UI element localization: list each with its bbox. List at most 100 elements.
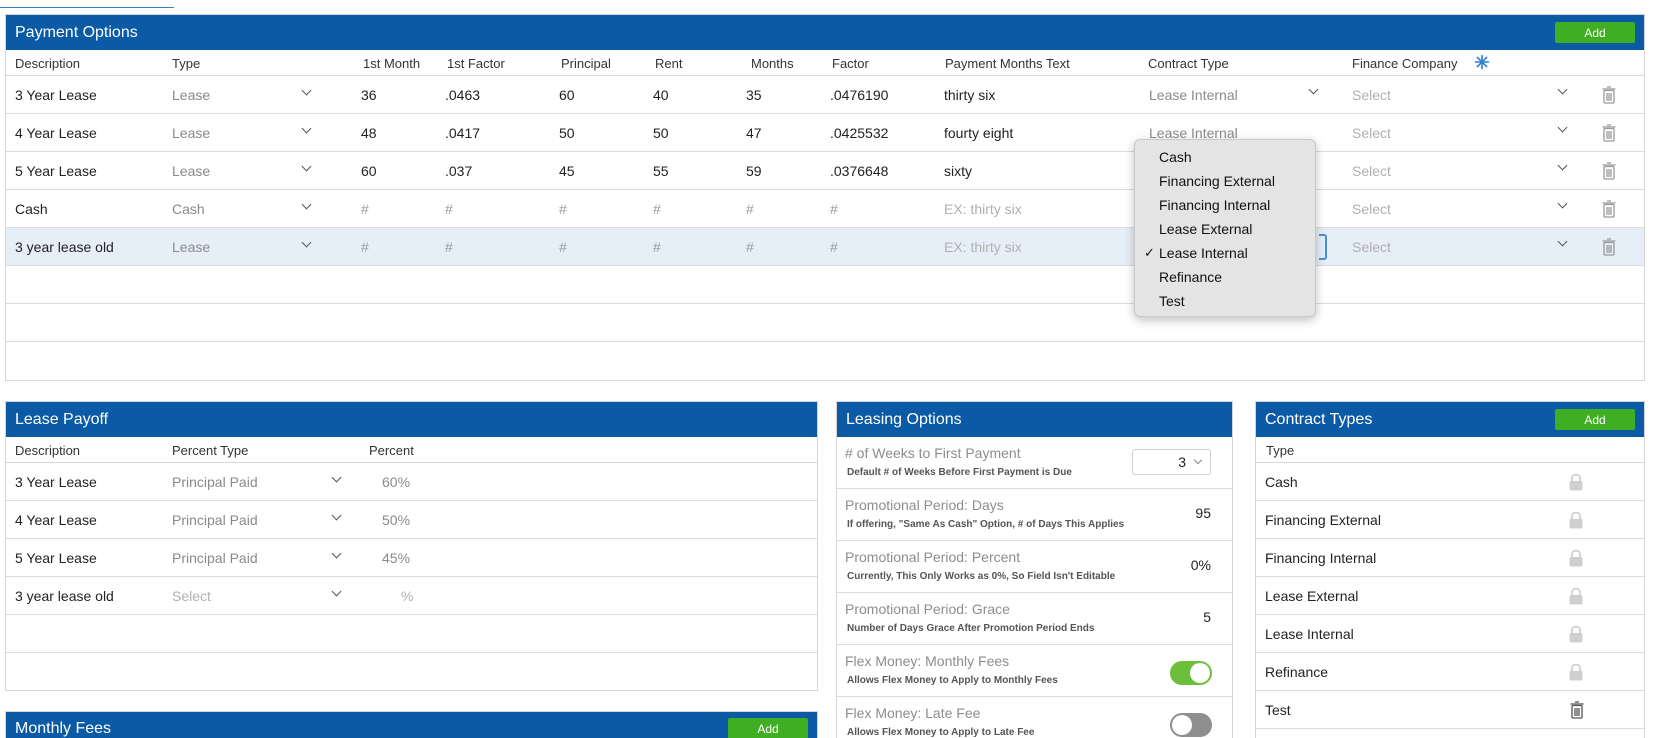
percent-type-select[interactable]: Principal Paid <box>172 474 258 490</box>
table-row[interactable]: 5 Year Lease Principal Paid 45% <box>6 539 817 577</box>
months-cell[interactable]: 35 <box>746 87 762 103</box>
first-month-cell[interactable]: 48 <box>361 125 377 141</box>
table-row[interactable]: 5 Year Lease Lease 60 .037 45 55 59 .037… <box>6 152 1644 190</box>
trash-icon[interactable] <box>1602 200 1616 218</box>
dropdown-option-lease-external[interactable]: Lease External <box>1135 217 1315 241</box>
column-header-factor[interactable]: Factor <box>832 56 869 71</box>
refresh-icon[interactable] <box>1474 54 1490 73</box>
column-header-type[interactable]: Type <box>1266 443 1295 458</box>
rent-input[interactable]: # <box>653 239 661 255</box>
dropdown-option-cash[interactable]: Cash <box>1135 145 1315 169</box>
chevron-down-icon[interactable] <box>301 161 312 172</box>
percent-type-select[interactable]: Principal Paid <box>172 512 258 528</box>
first-month-cell[interactable]: 36 <box>361 87 377 103</box>
chevron-down-icon[interactable] <box>1308 84 1319 95</box>
dropdown-option-test[interactable]: Test <box>1135 289 1315 313</box>
column-header-contract-type[interactable]: Contract Type <box>1148 56 1229 71</box>
weeks-to-first-payment-select[interactable]: 3 <box>1132 449 1211 475</box>
principal-cell[interactable]: 60 <box>559 87 575 103</box>
trash-icon[interactable] <box>1602 238 1616 256</box>
months-cell[interactable]: 47 <box>746 125 762 141</box>
months-text-input[interactable]: EX: thirty six <box>944 239 1022 255</box>
table-row[interactable]: 4 Year Lease Principal Paid 50% <box>6 501 817 539</box>
dropdown-option-financing-external[interactable]: Financing External <box>1135 169 1315 193</box>
chevron-down-icon[interactable] <box>331 586 342 597</box>
finance-company-select[interactable]: Select <box>1352 125 1391 141</box>
chevron-down-icon[interactable] <box>1557 160 1568 171</box>
flex-money-late-fee-toggle[interactable] <box>1170 713 1212 737</box>
principal-input[interactable]: # <box>559 239 567 255</box>
factor-input[interactable]: # <box>830 201 838 217</box>
factor-input[interactable]: # <box>830 239 838 255</box>
trash-icon[interactable] <box>1602 86 1616 104</box>
finance-company-select[interactable]: Select <box>1352 239 1391 255</box>
months-input[interactable]: # <box>746 239 754 255</box>
rent-cell[interactable]: 50 <box>653 125 669 141</box>
description-cell[interactable]: 4 Year Lease <box>15 512 97 528</box>
rent-cell[interactable]: 55 <box>653 163 669 179</box>
list-item[interactable]: Financing Internal <box>1256 539 1644 577</box>
trash-icon[interactable] <box>1570 701 1584 719</box>
months-input[interactable]: # <box>746 201 754 217</box>
list-item[interactable]: Lease External <box>1256 577 1644 615</box>
list-item[interactable]: Lease Internal <box>1256 615 1644 653</box>
first-month-input[interactable]: # <box>361 201 369 217</box>
table-row-selected[interactable]: 3 year lease old Lease # # # # # # EX: t… <box>6 228 1644 266</box>
finance-company-select[interactable]: Select <box>1352 163 1391 179</box>
contract-type-select[interactable]: Lease Internal <box>1149 87 1238 103</box>
column-header-first-factor[interactable]: 1st Factor <box>447 56 505 71</box>
type-select[interactable]: Lease <box>172 125 211 141</box>
column-header-months[interactable]: Months <box>751 56 794 71</box>
first-factor-cell[interactable]: .037 <box>445 163 473 179</box>
percent-input[interactable]: % <box>401 588 414 604</box>
type-select[interactable]: Lease <box>172 163 211 179</box>
contract-type-select-focus[interactable] <box>1319 234 1327 260</box>
chevron-down-icon[interactable] <box>331 548 342 559</box>
description-cell[interactable]: 5 Year Lease <box>15 550 97 566</box>
percent-type-select[interactable]: Select <box>172 588 211 604</box>
chevron-down-icon[interactable] <box>301 237 312 248</box>
list-item[interactable]: Cash <box>1256 463 1644 501</box>
description-cell[interactable]: 5 Year Lease <box>15 163 97 179</box>
type-select[interactable]: Lease <box>172 87 211 103</box>
description-cell[interactable]: Cash <box>15 201 48 217</box>
dropdown-option-refinance[interactable]: Refinance <box>1135 265 1315 289</box>
description-cell[interactable]: 3 year lease old <box>15 239 114 255</box>
first-month-cell[interactable]: 60 <box>361 163 377 179</box>
finance-company-select[interactable]: Select <box>1352 87 1391 103</box>
column-header-rent[interactable]: Rent <box>655 56 683 71</box>
chevron-down-icon[interactable] <box>301 85 312 96</box>
trash-icon[interactable] <box>1602 162 1616 180</box>
chevron-down-icon[interactable] <box>331 472 342 483</box>
factor-cell[interactable]: .0476190 <box>830 87 889 103</box>
months-text-input[interactable]: EX: thirty six <box>944 201 1022 217</box>
column-header-description[interactable]: Description <box>15 443 81 458</box>
dropdown-option-lease-internal[interactable]: ✓ Lease Internal <box>1135 241 1315 265</box>
percent-type-select[interactable]: Principal Paid <box>172 550 258 566</box>
percent-input[interactable]: 45% <box>382 550 411 566</box>
description-cell[interactable]: 3 year lease old <box>15 588 114 604</box>
first-month-input[interactable]: # <box>361 239 369 255</box>
chevron-down-icon[interactable] <box>301 199 312 210</box>
months-text-cell[interactable]: sixty <box>944 163 972 179</box>
table-row[interactable]: 4 Year Lease Lease 48 .0417 50 50 47 .04… <box>6 114 1644 152</box>
factor-cell[interactable]: .0376648 <box>830 163 889 179</box>
table-row[interactable]: 3 year lease old Select % <box>6 577 817 615</box>
chevron-down-icon[interactable] <box>1557 236 1568 247</box>
column-header-payment-months-text[interactable]: Payment Months Text <box>945 56 1070 71</box>
description-cell[interactable]: 3 Year Lease <box>15 87 97 103</box>
percent-input[interactable]: 60% <box>382 474 411 490</box>
promo-grace-input[interactable]: 5 <box>1203 609 1211 625</box>
chevron-down-icon[interactable] <box>301 123 312 134</box>
add-monthly-fee-button[interactable]: Add <box>728 718 808 738</box>
chevron-down-icon[interactable] <box>1557 84 1568 95</box>
add-contract-type-button[interactable]: Add <box>1555 409 1635 430</box>
type-select[interactable]: Lease <box>172 239 211 255</box>
flex-money-monthly-fees-toggle[interactable] <box>1170 661 1212 685</box>
list-item[interactable]: Financing External <box>1256 501 1644 539</box>
description-cell[interactable]: 3 Year Lease <box>15 474 97 490</box>
rent-cell[interactable]: 40 <box>653 87 669 103</box>
column-header-type[interactable]: Type <box>172 56 201 71</box>
principal-cell[interactable]: 50 <box>559 125 575 141</box>
chevron-down-icon[interactable] <box>1557 198 1568 209</box>
